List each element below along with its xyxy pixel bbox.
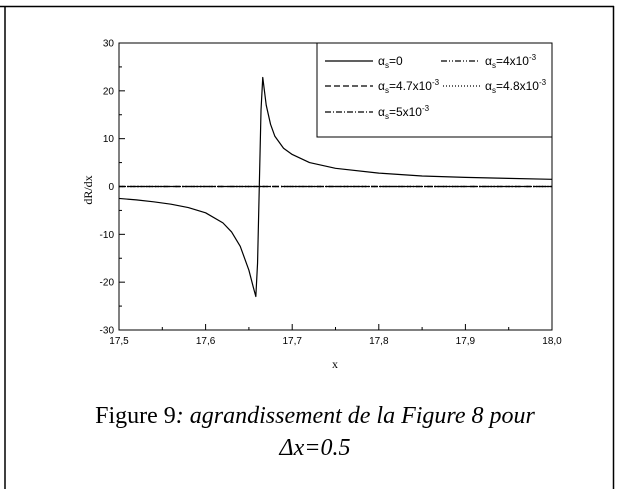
y-tick-label: 10 bbox=[103, 134, 115, 145]
x-tick-label: 18,0 bbox=[542, 336, 562, 347]
legend-label: αs=4.7x10-3 bbox=[378, 78, 440, 95]
chart: 17,5 17,6 17,7 17,8 17,9 18,0 -30 -20 -10 0 10 20 3… bbox=[81, 39, 562, 372]
y-tick-label: 20 bbox=[103, 86, 115, 97]
legend: αs=0 αs=4x10-3 αs=4.7x10-3 αs=4.8x10-3 αs=5x… bbox=[316, 42, 553, 138]
legend-label: αs=4x10-3 bbox=[485, 53, 537, 70]
legend-label: αs=5x10-3 bbox=[378, 104, 430, 121]
x-axis-label: x bbox=[332, 357, 338, 371]
x-tick-label: 17,7 bbox=[282, 336, 302, 347]
x-tick-label: 17,8 bbox=[369, 336, 389, 347]
y-tick-label: 0 bbox=[108, 182, 114, 193]
y-tick-label: -30 bbox=[100, 326, 115, 337]
y-tick-label: -10 bbox=[100, 230, 115, 241]
x-axis-ticks: 17,5 17,6 17,7 17,8 17,9 18,0 bbox=[109, 324, 562, 347]
legend-label: αs=4.8x10-3 bbox=[485, 78, 547, 95]
legend-label: αs=0 bbox=[378, 54, 403, 70]
figure-caption: Figure 9: agrandissement de la Figure 8 … bbox=[20, 400, 610, 464]
x-tick-label: 17,5 bbox=[109, 336, 129, 347]
y-tick-label: -20 bbox=[100, 278, 115, 289]
y-axis-label: dR/dx bbox=[81, 175, 95, 204]
y-axis-ticks: -30 -20 -10 0 10 20 30 bbox=[100, 39, 125, 337]
legend-box bbox=[316, 42, 553, 138]
x-tick-label: 17,9 bbox=[456, 336, 476, 347]
series-line-1 bbox=[118, 76, 553, 298]
caption-prefix: Figure 9 bbox=[95, 403, 176, 429]
caption-line-2: Δx=0.5 bbox=[279, 435, 351, 461]
x-tick-label: 17,6 bbox=[196, 336, 216, 347]
caption-line-1: Figure 9: agrandissement de la Figure 8 … bbox=[20, 400, 610, 432]
caption-text: : agrandissement de la Figure 8 pour bbox=[175, 403, 535, 429]
y-tick-label: 30 bbox=[103, 39, 115, 50]
series-group bbox=[118, 76, 553, 298]
